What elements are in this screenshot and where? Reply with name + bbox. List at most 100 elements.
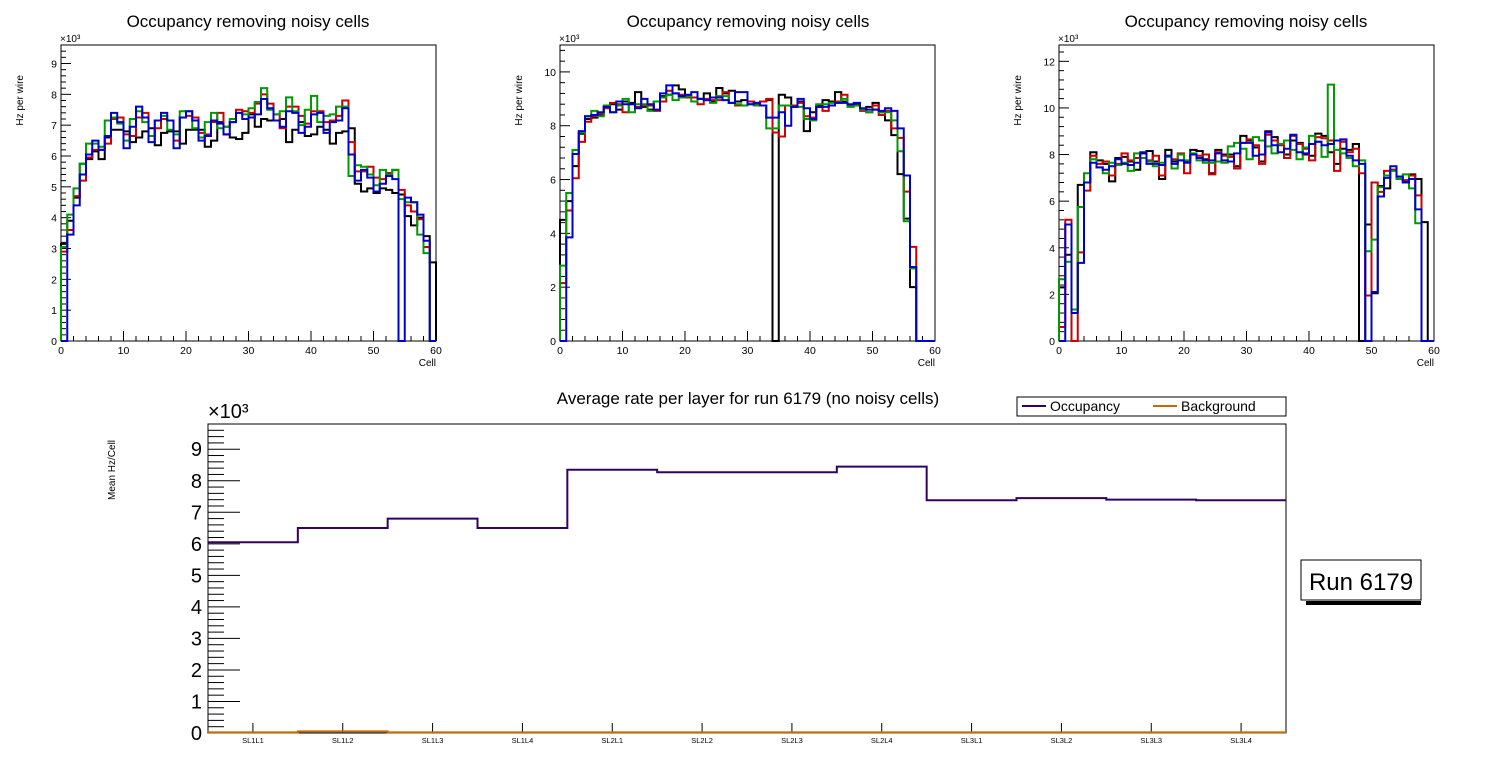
y-tick-label: 2	[51, 274, 57, 286]
x-tick-label: 50	[368, 345, 380, 357]
legend: Occupancy Background	[1016, 396, 1287, 417]
y-tick-label: 6	[191, 534, 202, 556]
y-tick-label: 0	[1049, 336, 1055, 348]
y-tick-label: 10	[544, 67, 556, 79]
chart-title: Occupancy removing noisy cells	[127, 12, 370, 31]
x-tick-label: 10	[1116, 345, 1128, 357]
series-black	[60, 113, 437, 341]
x-category-label: SL2L4	[871, 736, 893, 745]
series-blue	[1059, 131, 1434, 342]
y-tick-label: 6	[550, 175, 556, 187]
layer-rate-panel: Average rate per layer for run 6179 (no …	[107, 389, 1287, 745]
y-tick-label: 12	[1043, 56, 1055, 68]
y-exponent-label: ×10³	[60, 34, 81, 45]
x-tick-label: 20	[180, 345, 192, 357]
y-tick-label: 8	[51, 89, 57, 101]
x-category-label: SL3L4	[1230, 736, 1252, 745]
y-tick-label: 1	[191, 691, 202, 713]
series-occupancy	[208, 465, 1286, 544]
y-tick-label: 6	[1049, 196, 1055, 208]
legend-label-occupancy: Occupancy	[1050, 398, 1120, 414]
x-tick-label: 60	[1428, 345, 1440, 357]
x-tick-label: 60	[430, 345, 442, 357]
x-axis-label: Cell	[419, 358, 436, 369]
y-tick-label: 8	[191, 471, 202, 493]
x-category-label: SL2L3	[781, 736, 803, 745]
x-tick-label: 10	[118, 345, 130, 357]
x-category-label: SL3L3	[1140, 736, 1162, 745]
x-tick-label: 40	[1303, 345, 1315, 357]
x-tick-label: 10	[617, 345, 629, 357]
y-axis-label: Mean Hz/Cell	[107, 440, 118, 500]
y-tick-label: 7	[51, 120, 57, 132]
y-tick-label: 6	[51, 151, 57, 163]
x-tick-label: 40	[305, 345, 317, 357]
x-axis-label: Cell	[1417, 358, 1434, 369]
y-exponent-label: ×10³	[1058, 34, 1079, 45]
x-category-label: SL1L1	[242, 736, 264, 745]
x-tick-label: 0	[58, 345, 64, 357]
histogram-panel-2: Occupancy removing noisy cells 0 2 4 6 8 10 ×10…	[514, 12, 941, 369]
series-red	[559, 89, 935, 342]
legend-label-background: Background	[1181, 398, 1256, 414]
y-tick-label: 3	[191, 628, 202, 650]
y-tick-label: 1	[51, 305, 57, 317]
x-category-label: SL2L2	[691, 736, 713, 745]
series-blue	[61, 97, 436, 342]
x-tick-label: 0	[1056, 345, 1062, 357]
y-tick-label: 2	[1049, 289, 1055, 301]
y-tick-label: 0	[550, 336, 556, 348]
y-tick-label: 3	[51, 244, 57, 256]
legend-frame	[1016, 396, 1287, 417]
x-tick-label: 30	[1241, 345, 1253, 357]
y-tick-label: 8	[550, 121, 556, 133]
x-tick-label: 20	[1178, 345, 1190, 357]
series-green	[559, 93, 935, 342]
run-label: Run 6179	[1309, 569, 1413, 596]
x-category-label: SL3L1	[961, 736, 983, 745]
x-tick-label: 20	[679, 345, 691, 357]
plot-frame	[207, 423, 1287, 734]
x-category-label: SL3L2	[1051, 736, 1073, 745]
y-tick-label: 4	[191, 597, 202, 619]
y-axis-label: Hz per wire	[514, 75, 525, 126]
x-tick-label: 30	[243, 345, 255, 357]
y-axis-label: Hz per wire	[1013, 75, 1024, 126]
run-label-box: Run 6179	[1300, 559, 1422, 605]
plot-frame	[559, 44, 936, 342]
y-tick-label: 9	[51, 59, 57, 71]
y-exponent-label: ×10³	[559, 34, 580, 45]
x-tick-label: 60	[929, 345, 941, 357]
chart-title: Occupancy removing noisy cells	[1125, 12, 1368, 31]
y-tick-label: 5	[51, 182, 57, 194]
x-tick-label: 50	[867, 345, 879, 357]
chart-title: Occupancy removing noisy cells	[627, 12, 870, 31]
run-label-frame	[1300, 559, 1422, 601]
y-tick-label: 4	[1049, 243, 1055, 255]
chart-title: Average rate per layer for run 6179 (no …	[557, 389, 939, 408]
x-tick-label: 0	[557, 345, 563, 357]
run-label-shadow	[1306, 601, 1421, 605]
y-tick-label: 0	[191, 723, 202, 745]
y-tick-label: 4	[51, 213, 57, 225]
series-green	[1058, 83, 1434, 342]
x-category-label: SL1L3	[422, 736, 444, 745]
x-category-label: SL1L2	[332, 736, 354, 745]
x-axis-label: Cell	[918, 358, 935, 369]
y-tick-label: 2	[550, 282, 556, 294]
histogram-panel-3: Occupancy removing noisy cells 0 2 4 6 8 10 12×…	[1013, 12, 1440, 369]
y-tick-label: 5	[191, 565, 202, 587]
y-tick-label: 9	[191, 439, 202, 461]
histogram-panel-1: Occupancy removing noisy cells 0 1 2 3 4 5 6 7 8 9…	[15, 12, 442, 369]
x-tick-label: 40	[804, 345, 816, 357]
y-tick-label: 7	[191, 502, 202, 524]
y-exponent-label: ×10³	[208, 401, 249, 423]
y-tick-label: 10	[1043, 103, 1055, 115]
x-category-label: SL1L4	[512, 736, 534, 745]
series-black	[559, 84, 935, 342]
y-axis-label: Hz per wire	[15, 75, 26, 126]
x-category-label: SL2L1	[601, 736, 623, 745]
x-tick-label: 30	[742, 345, 754, 357]
y-tick-label: 4	[550, 228, 556, 240]
